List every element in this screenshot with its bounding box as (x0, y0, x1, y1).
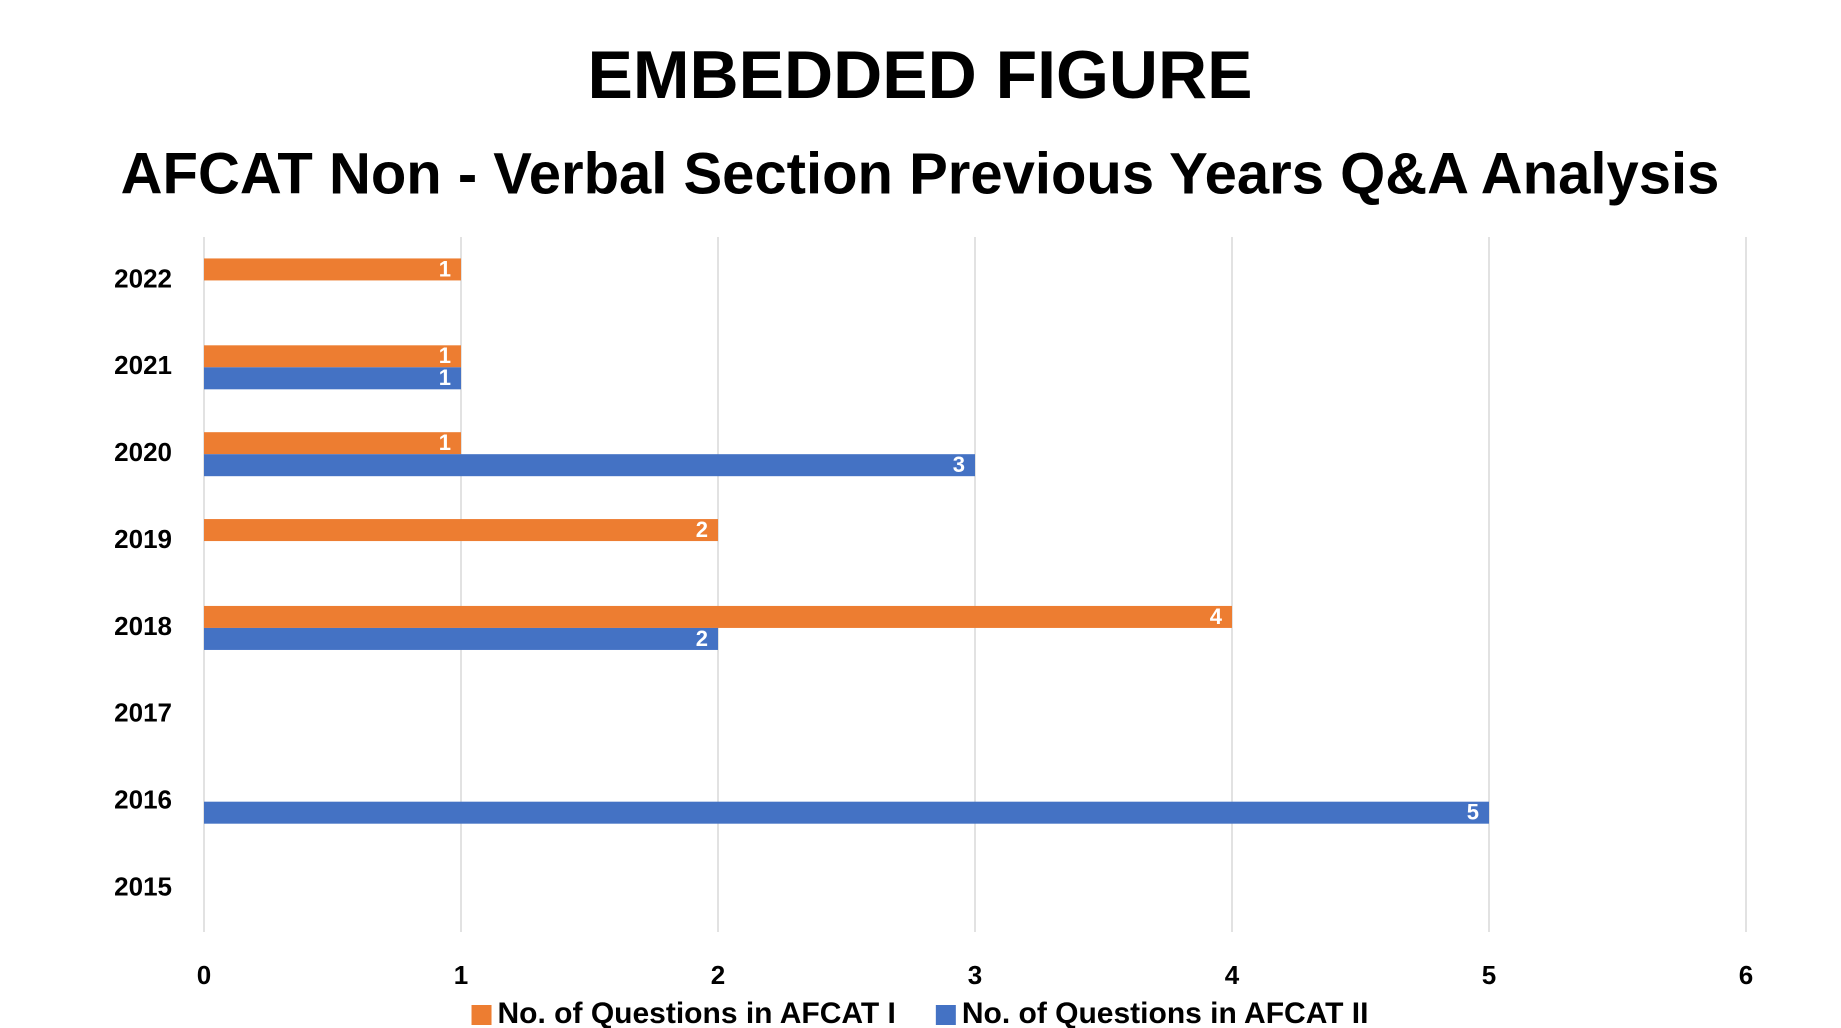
bar (204, 627, 718, 650)
bar (204, 367, 461, 390)
legend-label: No. of Questions in AFCAT I (498, 997, 896, 1028)
y-tick-label: 2020 (114, 437, 172, 467)
data-label: 3 (953, 452, 965, 477)
bar (204, 432, 461, 455)
legend-swatch (471, 1005, 492, 1025)
x-tick-label: 3 (968, 960, 982, 990)
x-tick-label: 0 (197, 960, 211, 990)
legend-label: No. of Questions in AFCAT II (962, 997, 1369, 1028)
data-label: 2 (696, 517, 708, 542)
data-label: 1 (439, 430, 451, 455)
data-label: 4 (1210, 604, 1223, 629)
chart-subtitle: AFCAT Non - Verbal Section Previous Year… (121, 141, 1720, 206)
y-tick-label: 2017 (114, 698, 172, 728)
y-tick-label: 2018 (114, 611, 172, 641)
y-tick-label: 2016 (114, 785, 172, 815)
bar (204, 605, 1232, 628)
bar (204, 519, 718, 542)
bar (204, 345, 461, 368)
y-tick-label: 2022 (114, 263, 172, 293)
y-tick-label: 2021 (114, 350, 172, 380)
x-tick-label: 6 (1739, 960, 1753, 990)
x-tick-label: 4 (1225, 960, 1240, 990)
data-label: 2 (696, 626, 708, 651)
chart-title: EMBEDDED FIGURE (588, 37, 1253, 113)
data-label: 1 (439, 343, 451, 368)
bar (204, 258, 461, 281)
legend-swatch (935, 1005, 956, 1025)
bar (204, 801, 1489, 824)
bar (204, 454, 975, 477)
x-tick-label: 1 (454, 960, 468, 990)
data-label: 5 (1467, 800, 1479, 825)
x-tick-label: 2 (711, 960, 725, 990)
y-tick-label: 2019 (114, 524, 172, 554)
data-label: 1 (439, 365, 451, 390)
x-tick-label: 5 (1482, 960, 1496, 990)
data-label: 1 (439, 256, 451, 281)
y-tick-label: 2015 (114, 871, 172, 901)
